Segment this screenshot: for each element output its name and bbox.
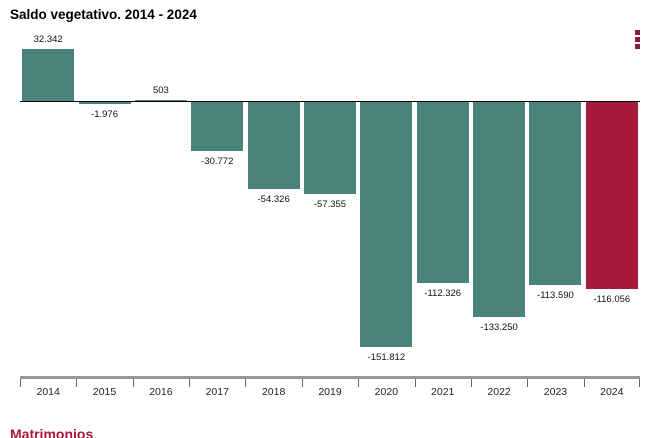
x-axis-tick bbox=[470, 379, 472, 387]
chart-title: Saldo vegetativo. 2014 - 2024 bbox=[10, 7, 197, 22]
x-axis-label-2017: 2017 bbox=[205, 386, 229, 398]
data-label-2015: -1.976 bbox=[91, 109, 118, 121]
bar-2014[interactable] bbox=[22, 48, 75, 101]
bar-2017[interactable] bbox=[191, 101, 244, 151]
x-axis-tick bbox=[358, 379, 360, 387]
x-axis-label-2018: 2018 bbox=[261, 386, 286, 398]
next-section-title: Matrimonios bbox=[10, 426, 94, 438]
bar-2016[interactable] bbox=[134, 100, 187, 101]
kebab-vertical-icon bbox=[635, 30, 640, 35]
data-label-2024: -116.056 bbox=[593, 294, 631, 306]
x-axis-tick bbox=[76, 379, 78, 387]
data-label-2017: -30.772 bbox=[201, 155, 234, 167]
bar-2021[interactable] bbox=[416, 101, 469, 284]
bar-2022[interactable] bbox=[473, 101, 526, 317]
x-axis-tick bbox=[583, 379, 585, 387]
x-axis-tick bbox=[301, 379, 303, 387]
data-label-2019: -57.355 bbox=[313, 198, 347, 210]
x-axis-label-2014: 2014 bbox=[36, 386, 60, 398]
data-label-2016: 503 bbox=[152, 85, 169, 96]
bar-2023[interactable] bbox=[529, 101, 582, 286]
x-axis-tick bbox=[20, 379, 21, 387]
x-axis-label-2020: 2020 bbox=[374, 386, 399, 398]
data-label-2020: -151.812 bbox=[367, 352, 406, 363]
x-axis-label-2015: 2015 bbox=[92, 386, 117, 398]
data-label-2022: -133.250 bbox=[480, 321, 518, 333]
x-axis-line bbox=[20, 376, 640, 379]
x-axis-tick bbox=[132, 379, 134, 387]
x-axis-tick bbox=[414, 379, 416, 387]
x-axis-tick bbox=[189, 379, 191, 387]
data-label-2018: -54.326 bbox=[257, 194, 290, 206]
x-axis-tick bbox=[527, 379, 529, 387]
x-axis-label-2016: 2016 bbox=[149, 386, 173, 398]
bar-2015[interactable] bbox=[78, 101, 131, 105]
data-label-2021: -112.326 bbox=[424, 288, 462, 300]
zero-baseline bbox=[20, 101, 640, 102]
data-label-2014: 32.342 bbox=[33, 33, 63, 45]
context-menu-button[interactable] bbox=[635, 30, 641, 49]
x-axis-label-2021: 2021 bbox=[431, 386, 455, 398]
bar-2019[interactable] bbox=[304, 101, 356, 194]
x-axis-tick bbox=[639, 379, 640, 387]
x-axis-label-2023: 2023 bbox=[543, 386, 568, 398]
kebab-vertical-icon bbox=[635, 37, 640, 42]
bar-2020[interactable] bbox=[360, 101, 413, 347]
x-axis-label-2019: 2019 bbox=[318, 386, 342, 398]
x-axis-label-2022: 2022 bbox=[487, 386, 511, 398]
bar-2018[interactable] bbox=[247, 101, 300, 190]
x-axis-label-2024: 2024 bbox=[600, 386, 624, 398]
x-axis-tick bbox=[245, 379, 247, 387]
data-label-2023: -113.590 bbox=[537, 290, 574, 302]
bar-2024[interactable] bbox=[585, 101, 638, 290]
kebab-vertical-icon bbox=[635, 44, 640, 49]
